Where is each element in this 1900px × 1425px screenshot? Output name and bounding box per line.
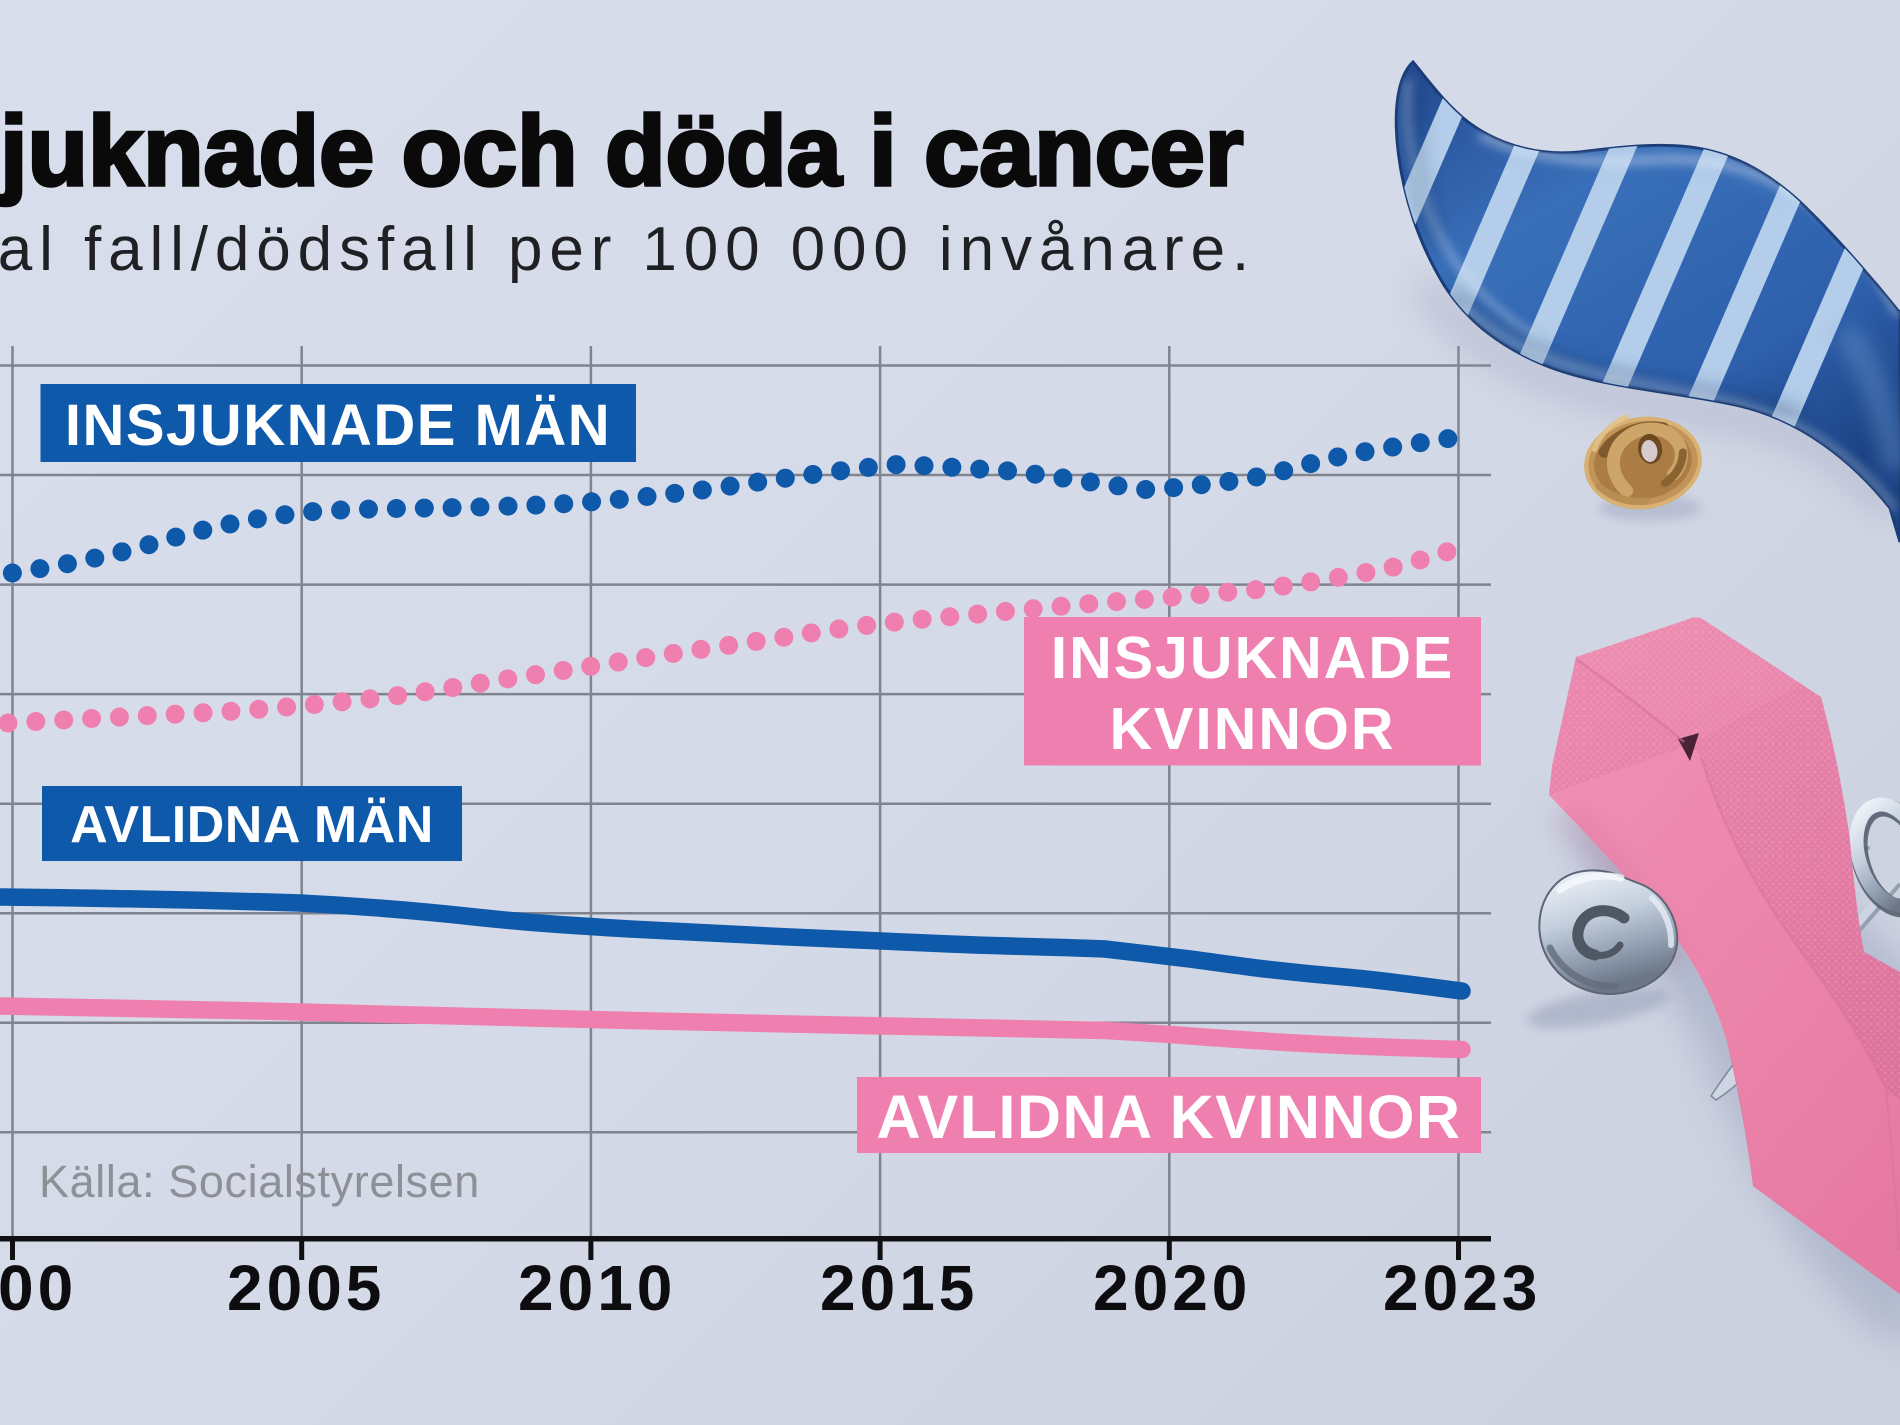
svg-text:AVLIDNA KVINNOR: AVLIDNA KVINNOR xyxy=(876,1083,1461,1151)
svg-text:KVINNOR: KVINNOR xyxy=(1109,696,1395,762)
svg-text:AVLIDNA MÄN: AVLIDNA MÄN xyxy=(70,796,434,854)
svg-text:INSJUKNADE MÄN: INSJUKNADE MÄN xyxy=(65,393,611,458)
svg-text:INSJUKNADE: INSJUKNADE xyxy=(1051,625,1455,691)
